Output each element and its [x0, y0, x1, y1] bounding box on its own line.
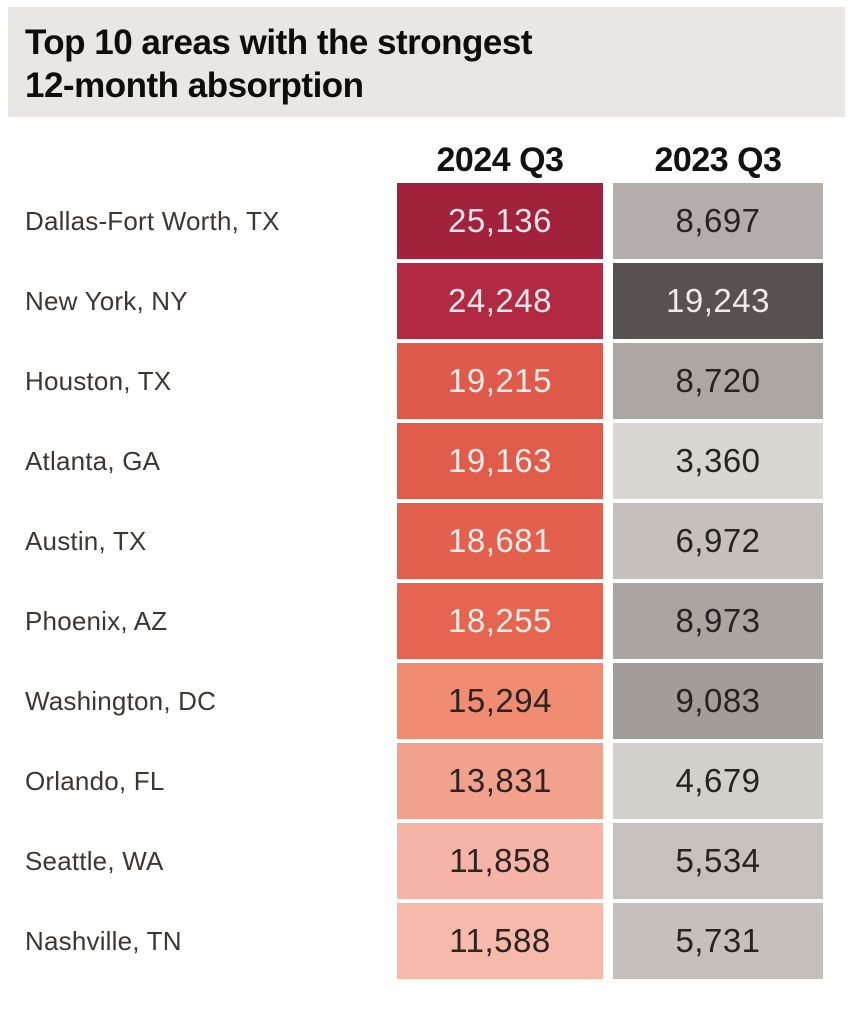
- table-row: Phoenix, AZ 18,255 8,973: [25, 583, 823, 659]
- cell-2024-q3: 13,831: [397, 743, 603, 819]
- cell-2023-q3: 19,243: [613, 263, 823, 339]
- cell-2024-q3: 25,136: [397, 183, 603, 259]
- chart-title: Top 10 areas with the strongest 12-month …: [25, 21, 845, 107]
- row-label: Atlanta, GA: [25, 445, 161, 476]
- cell-2023-q3: 5,534: [613, 823, 823, 899]
- row-label: Phoenix, AZ: [25, 605, 168, 636]
- table-header-row: 2024 Q3 2023 Q3: [25, 130, 823, 179]
- cell-2023-q3: 9,083: [613, 663, 823, 739]
- cell-2024-q3: 11,858: [397, 823, 603, 899]
- table-row: Washington, DC 15,294 9,083: [25, 663, 823, 739]
- table-row: Atlanta, GA 19,163 3,360: [25, 423, 823, 499]
- row-label: Dallas-Fort Worth, TX: [25, 205, 280, 236]
- cell-2024-q3: 19,163: [397, 423, 603, 499]
- header-spacer: [25, 130, 387, 179]
- table-row: New York, NY 24,248 19,243: [25, 263, 823, 339]
- row-label: Orlando, FL: [25, 765, 165, 796]
- cell-2024-q3: 11,588: [397, 903, 603, 979]
- cell-2024-q3: 18,681: [397, 503, 603, 579]
- row-label: Austin, TX: [25, 525, 147, 556]
- cell-2023-q3: 3,360: [613, 423, 823, 499]
- chart-title-line1: Top 10 areas with the strongest: [25, 23, 533, 62]
- cell-2023-q3: 4,679: [613, 743, 823, 819]
- row-label: Seattle, WA: [25, 845, 164, 876]
- cell-2024-q3: 19,215: [397, 343, 603, 419]
- column-header-2023-q3: 2023 Q3: [654, 140, 782, 179]
- cell-2024-q3: 15,294: [397, 663, 603, 739]
- cell-2023-q3: 6,972: [613, 503, 823, 579]
- table-body: Dallas-Fort Worth, TX 25,136 8,697 New York…: [25, 183, 823, 979]
- absorption-table: 2024 Q3 2023 Q3 Dallas-Fort Worth, TX 25,…: [25, 130, 823, 983]
- row-label: Nashville, TN: [25, 925, 182, 956]
- row-label: Washington, DC: [25, 685, 217, 716]
- table-row: Austin, TX 18,681 6,972: [25, 503, 823, 579]
- cell-2023-q3: 8,973: [613, 583, 823, 659]
- table-row: Seattle, WA 11,858 5,534: [25, 823, 823, 899]
- table-row: Orlando, FL 13,831 4,679: [25, 743, 823, 819]
- cell-2024-q3: 24,248: [397, 263, 603, 339]
- title-band: Top 10 areas with the strongest 12-month …: [8, 7, 845, 117]
- column-header-2024-q3: 2024 Q3: [436, 140, 564, 179]
- table-row: Nashville, TN 11,588 5,731: [25, 903, 823, 979]
- cell-2024-q3: 18,255: [397, 583, 603, 659]
- table-row: Dallas-Fort Worth, TX 25,136 8,697: [25, 183, 823, 259]
- cell-2023-q3: 8,697: [613, 183, 823, 259]
- chart-title-line2: 12-month absorption: [25, 66, 364, 105]
- table-row: Houston, TX 19,215 8,720: [25, 343, 823, 419]
- cell-2023-q3: 8,720: [613, 343, 823, 419]
- row-label: Houston, TX: [25, 365, 172, 396]
- cell-2023-q3: 5,731: [613, 903, 823, 979]
- row-label: New York, NY: [25, 285, 188, 316]
